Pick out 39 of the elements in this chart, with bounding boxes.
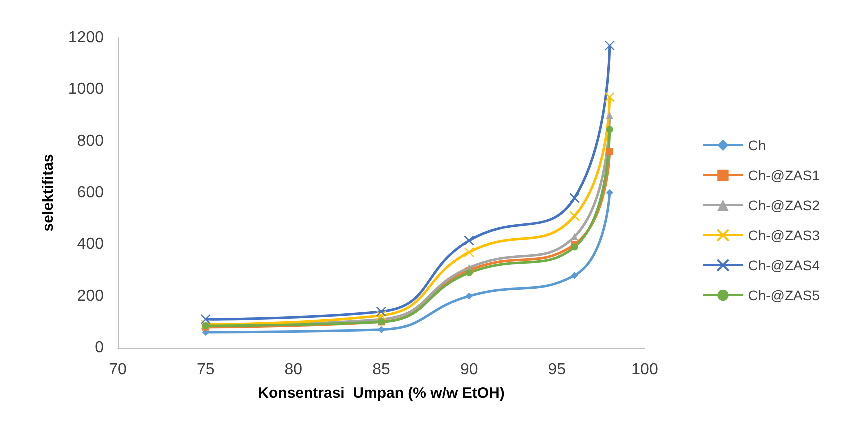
legend-label: Ch-@ZAS1 xyxy=(748,168,820,184)
point xyxy=(466,270,473,277)
y-tick-label: 200 xyxy=(77,288,104,305)
point xyxy=(200,314,211,325)
y-tick-label: 1000 xyxy=(68,81,104,98)
legend-label: Ch-@ZAS2 xyxy=(748,198,820,214)
x-tick-label: 75 xyxy=(196,362,215,378)
point xyxy=(464,236,474,246)
point xyxy=(606,148,614,156)
y-tick-label: 600 xyxy=(77,184,104,202)
x-axis-title: Konsentrasi Umpan (% w/w EtOH) xyxy=(258,385,505,402)
point xyxy=(571,244,578,251)
legend-label: Ch-@ZAS4 xyxy=(748,258,820,274)
point xyxy=(606,126,614,134)
y-tick-label: 1200 xyxy=(68,30,104,46)
point xyxy=(376,310,387,321)
point xyxy=(376,306,387,317)
point xyxy=(464,247,474,258)
point xyxy=(604,92,615,103)
point xyxy=(604,40,615,51)
legend-label: Ch-@ZAS5 xyxy=(748,288,820,304)
point xyxy=(378,326,385,334)
x-tick-label: 90 xyxy=(460,362,478,378)
x-tick-label: 95 xyxy=(548,362,566,378)
point xyxy=(571,272,578,280)
legend-label: Ch xyxy=(748,138,766,154)
x-tick-label: 70 xyxy=(109,362,127,378)
point xyxy=(570,193,580,204)
x-tick-label: 80 xyxy=(284,362,303,378)
x-tick-label: 100 xyxy=(632,362,658,378)
x-tick-label: 85 xyxy=(372,362,390,378)
y-tick-label: 0 xyxy=(95,340,104,356)
point xyxy=(606,112,614,119)
legend-label: Ch-@ZAS3 xyxy=(748,228,820,244)
y-tick-label: 400 xyxy=(77,236,104,254)
point xyxy=(606,190,614,196)
y-axis-title: selektifitas xyxy=(40,154,57,232)
y-tick-label: 800 xyxy=(77,132,104,150)
point xyxy=(466,292,473,300)
